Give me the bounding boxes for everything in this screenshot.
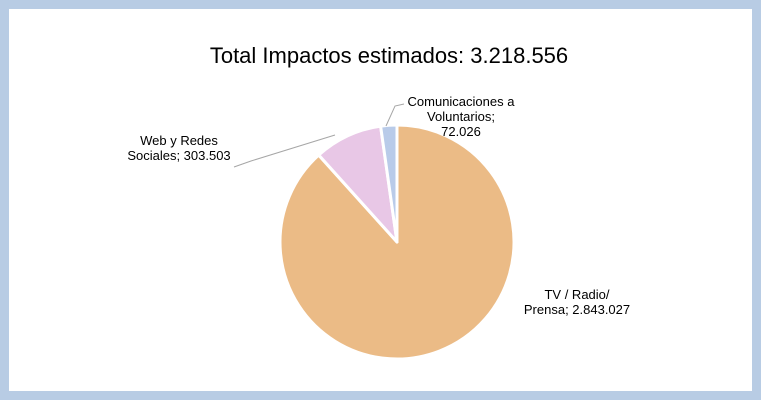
slice-label-line: 72.026 [441, 124, 481, 139]
leader-line-2 [233, 134, 336, 168]
pie-slice-1 [278, 123, 516, 361]
slice-label-line: TV / Radio/ [544, 287, 609, 302]
slice-labels: TV / Radio/Prensa; 2.843.027 Web y Redes S… [127, 94, 630, 317]
slice-label-line: Comunicaciones a [408, 94, 516, 109]
leader-lines [233, 103, 405, 168]
chart-title: Total Impactos estimados: 3.218.556 [210, 43, 568, 68]
slice-label-1: TV / Radio/Prensa; 2.843.027 [524, 287, 630, 317]
slice-label-line: Sociales; 303.503 [127, 148, 230, 163]
chart-frame: Total Impactos estimados: 3.218.556 TV /… [0, 0, 761, 400]
leader-line-3 [385, 103, 405, 127]
slice-label-line: Prensa; 2.843.027 [524, 302, 630, 317]
slice-label-3: Comunicaciones a Voluntarios; 72.026 [408, 94, 516, 139]
slice-label-2: Web y Redes Sociales; 303.503 [127, 133, 230, 163]
pie-slices [278, 123, 516, 361]
slice-label-line: Voluntarios; [427, 109, 495, 124]
pie-chart: Total Impactos estimados: 3.218.556 TV /… [127, 43, 630, 361]
pie-slice-3 [379, 123, 399, 244]
slice-label-line: Web y Redes [140, 133, 218, 148]
